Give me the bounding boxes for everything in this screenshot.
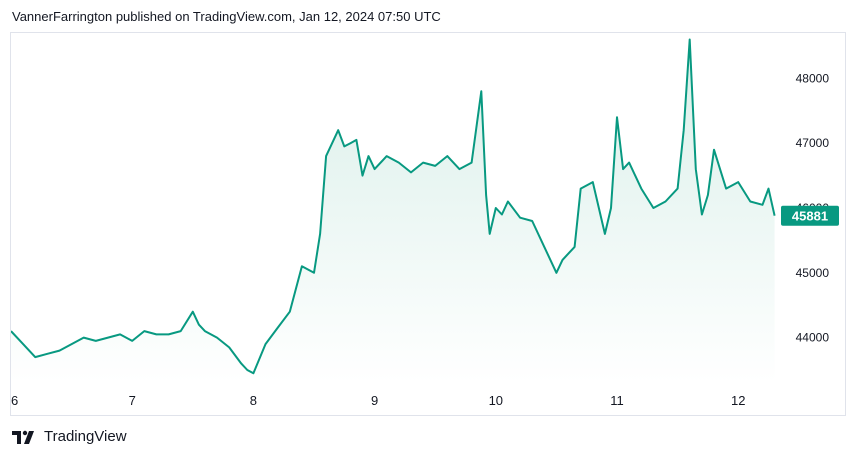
y-tick-label: 48000	[796, 71, 830, 85]
x-tick-label: 9	[371, 393, 378, 408]
x-tick-label: 7	[129, 393, 136, 408]
x-tick-label: 12	[731, 393, 745, 408]
price-series-line	[11, 38, 776, 375]
brand-name: TradingView	[44, 428, 127, 445]
publisher-caption: VannerFarrington published on TradingVie…	[12, 9, 441, 24]
y-tick-label: 44000	[796, 331, 830, 345]
last-price-badge-text: 45881	[792, 209, 828, 224]
y-tick-label: 47000	[796, 136, 830, 150]
x-tick-label: 11	[610, 393, 624, 408]
y-tick-label: 45000	[796, 266, 830, 280]
footer: TradingView	[12, 428, 127, 445]
last-price-badge: 45881	[781, 205, 839, 226]
x-tick-label: 8	[250, 393, 257, 408]
x-tick-label: 10	[489, 393, 503, 408]
x-tick-label: 6	[11, 393, 18, 408]
last-price-badge-bg	[781, 205, 839, 226]
price-area-fill	[11, 39, 775, 384]
x-axis: 6 7 8 9 10 11 12	[11, 393, 745, 408]
tradingview-logo-icon	[12, 430, 34, 444]
